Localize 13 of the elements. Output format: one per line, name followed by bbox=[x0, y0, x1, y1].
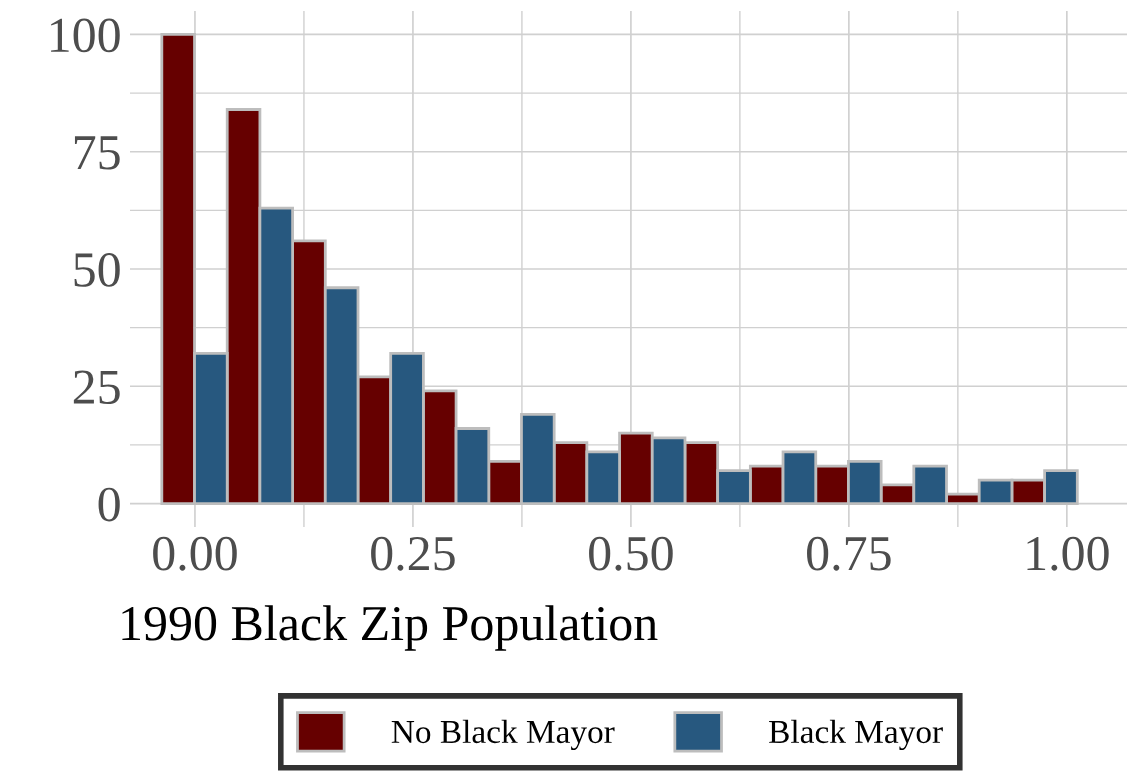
x-axis-title: 1990 Black Zip Population bbox=[122, 605, 658, 651]
y-tick-label: 75 bbox=[74, 136, 120, 170]
x-tick-label: 0.50 bbox=[589, 536, 673, 571]
x-tick-label: 0.25 bbox=[371, 536, 455, 571]
y-tick-label: 50 bbox=[74, 253, 120, 287]
x-tick-label: 0.75 bbox=[807, 536, 891, 571]
y-tick-label: 100 bbox=[51, 18, 120, 53]
x-tick-label: 1.00 bbox=[1027, 536, 1109, 571]
x-tick-label: 0.00 bbox=[153, 536, 237, 571]
legend-label: No Black Mayor bbox=[391, 719, 615, 751]
y-tick-label: 25 bbox=[73, 370, 120, 405]
legend-label: Black Mayor bbox=[769, 719, 943, 751]
y-tick-label: 0 bbox=[98, 487, 120, 522]
